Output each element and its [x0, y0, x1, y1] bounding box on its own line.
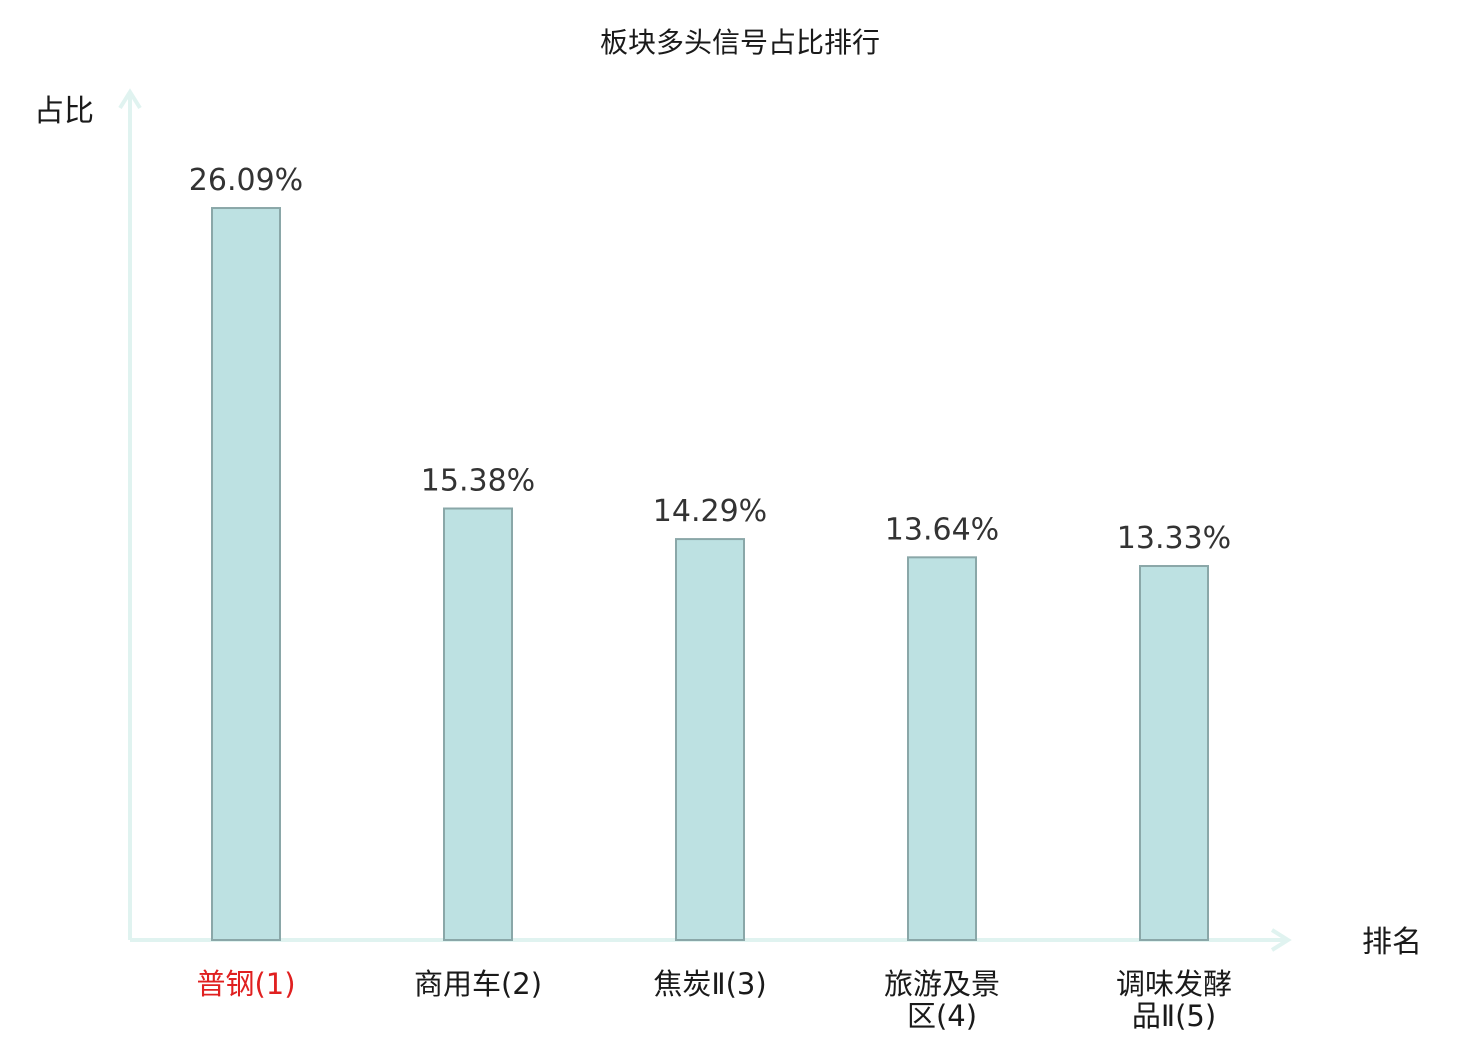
- category-label-2: 商用车(2): [414, 967, 542, 1001]
- y-axis-arrow-icon: [118, 88, 142, 110]
- value-labels-group: 26.09% 15.38% 14.29% 13.64% 13.33%: [189, 163, 1231, 556]
- category-labels-group: 普钢(1) 商用车(2) 焦炭Ⅱ(3) 旅游及景区(4) 调味发酵品Ⅱ(5): [196, 967, 1232, 1033]
- category-label-5: 调味发酵品Ⅱ(5): [1116, 967, 1232, 1033]
- bars-group: [211, 207, 1209, 942]
- category-label-3: 焦炭Ⅱ(3): [653, 967, 766, 1001]
- value-label-2: 15.38%: [421, 464, 535, 499]
- x-axis-label: 排名: [1362, 925, 1422, 960]
- x-axis-arrow-icon: [1270, 928, 1292, 952]
- category-label-4: 旅游及景区(4): [884, 967, 1000, 1033]
- bar-2: [443, 507, 513, 941]
- value-label-4: 13.64%: [885, 512, 999, 547]
- bar-3: [675, 538, 745, 941]
- category-label-line: 区(4): [907, 999, 977, 1033]
- category-label-line: 商用车(2): [414, 967, 542, 1001]
- y-axis-label: 占比: [34, 94, 94, 129]
- bar-4: [907, 556, 977, 941]
- value-label-3: 14.29%: [653, 494, 767, 529]
- value-label-5: 13.33%: [1117, 521, 1231, 556]
- bar-5: [1139, 565, 1209, 942]
- value-label-1: 26.09%: [189, 163, 303, 198]
- bar-1: [211, 207, 281, 941]
- category-label-line: 焦炭Ⅱ(3): [653, 967, 766, 1001]
- category-label-line: 普钢(1): [196, 967, 295, 1001]
- category-label-line: 品Ⅱ(5): [1132, 999, 1216, 1033]
- category-label-line: 旅游及景: [884, 967, 1000, 1001]
- chart-title: 板块多头信号占比排行: [600, 26, 880, 59]
- category-label-1: 普钢(1): [196, 967, 295, 1001]
- category-label-line: 调味发酵: [1116, 967, 1232, 1001]
